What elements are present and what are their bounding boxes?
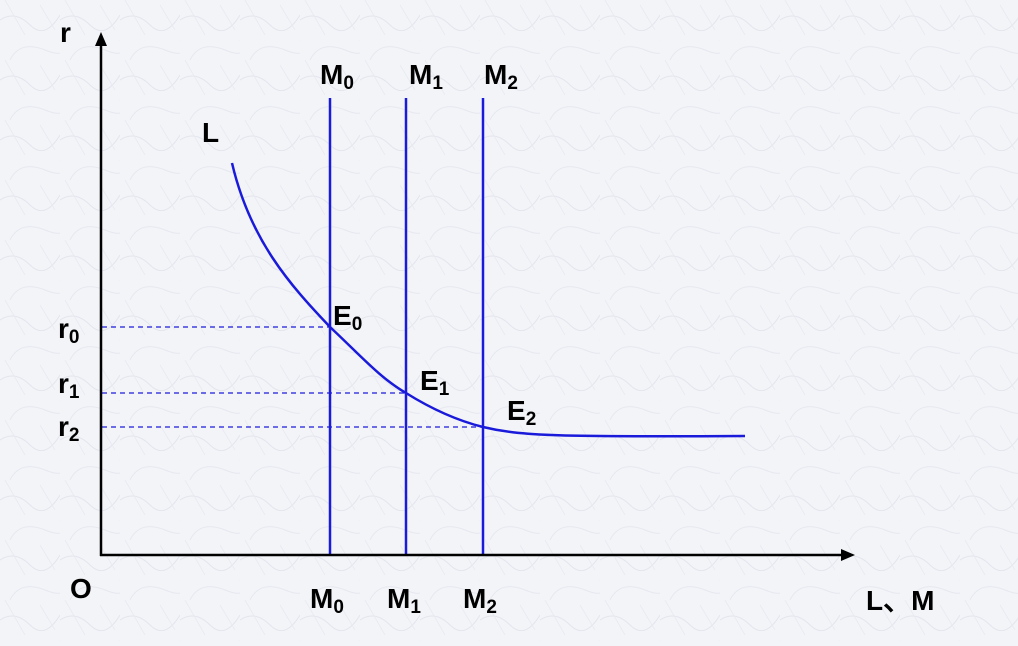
m2-top-label: M2 (484, 59, 518, 94)
r1-label: r1 (58, 368, 80, 403)
e1-label: E1 (420, 365, 450, 400)
e0-label: E0 (333, 300, 362, 335)
r0-label: r0 (58, 313, 79, 348)
x-axis-arrow-icon (841, 549, 855, 561)
curve-label: L (202, 117, 219, 148)
liquidity-curve (230, 162, 746, 438)
origin-label: O (70, 573, 92, 604)
m0-top-label: M0 (320, 59, 354, 94)
m0-bottom-label: M0 (310, 583, 344, 618)
y-axis-label: r (60, 17, 71, 48)
x-axis-label: L、M (866, 585, 934, 616)
e2-label: E2 (507, 395, 536, 430)
m1-bottom-label: M1 (387, 583, 421, 618)
r2-label: r2 (58, 411, 79, 446)
m2-bottom-label: M2 (463, 583, 497, 618)
y-axis-arrow-icon (95, 32, 107, 46)
m1-top-label: M1 (409, 59, 443, 94)
